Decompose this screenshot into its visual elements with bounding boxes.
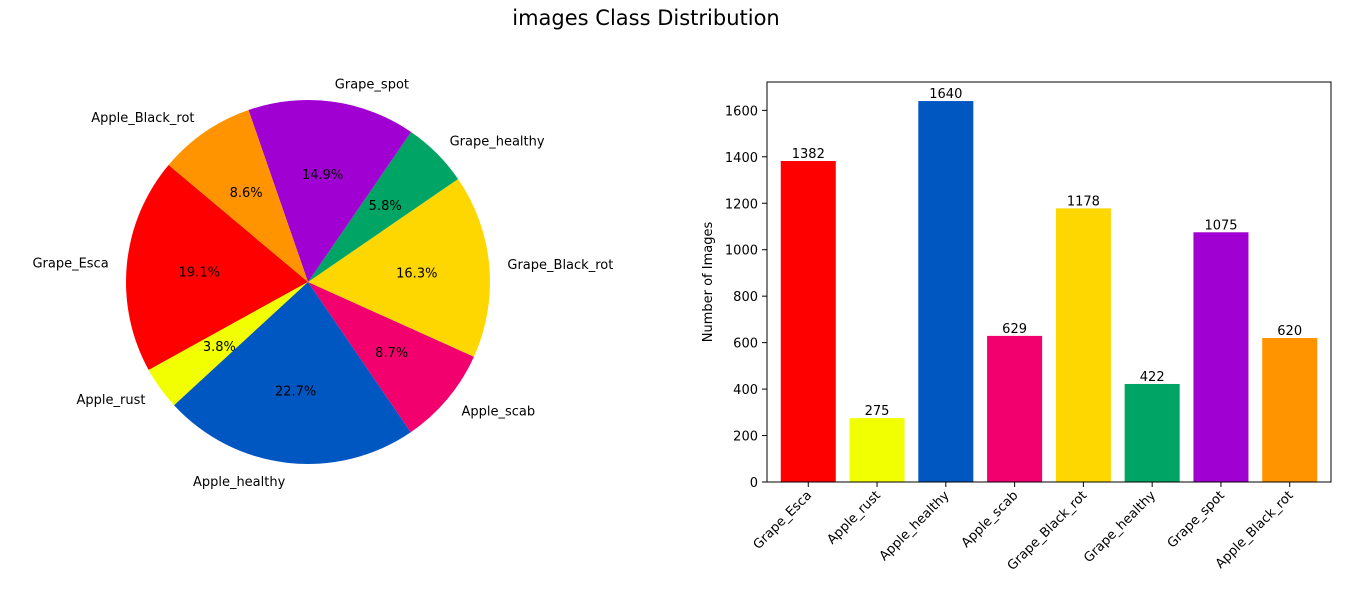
bar-value-label: 275 [865,404,890,419]
pie-slice-label: Grape_spot [335,78,409,93]
bar-grape-esca [780,160,836,483]
pie-slice-apple-healthy [174,282,411,464]
y-tick-label: 1000 [725,244,758,259]
pie-slice-grape-black-rot [308,179,491,357]
pie-slice-grape-spot [248,100,412,282]
bar-apple-healthy [918,101,974,483]
pie-pct-label: 19.1% [179,265,220,280]
bar-value-label: 1075 [1204,218,1237,233]
y-axis-label: Number of Images [701,222,716,343]
bar-apple-scab [987,335,1043,482]
pie-slice-apple-black-rot [168,110,308,282]
y-tick-label: 400 [733,383,758,398]
pie-slice-label: Apple_healthy [193,475,286,490]
pie-slice-grape-esca [125,165,308,370]
pie-pct-label: 22.7% [275,385,316,400]
bar-value-label: 629 [1002,322,1027,337]
pie-slice-label: Apple_rust [77,393,146,408]
y-tick-label: 1400 [725,151,758,166]
bar-value-label: 1178 [1067,194,1100,209]
pie-slice-label: Grape_Black_rot [507,258,613,273]
pie-pct-label: 16.3% [396,266,437,281]
pie-slice-label: Apple_scab [462,405,536,420]
pie-slice-label: Apple_Black_rot [91,111,194,126]
pie-pct-label: 5.8% [369,199,402,214]
bar-apple-rust [849,418,905,482]
x-tick-label: Apple_healthy [877,488,953,564]
bar-grape-healthy [1124,383,1180,482]
y-tick-label: 1600 [725,104,758,119]
pie-pct-label: 8.7% [375,346,408,361]
bar-value-label: 1640 [929,87,962,102]
pie-slice-label: Grape_healthy [450,135,545,150]
bar-value-label: 422 [1140,370,1165,385]
bar-value-label: 620 [1277,324,1302,339]
pie-pct-label: 8.6% [230,186,263,201]
bar-grape-black-rot [1055,208,1111,483]
y-tick-label: 0 [750,476,758,491]
y-tick-label: 800 [733,290,758,305]
figure-title: images Class Distribution [512,6,779,30]
bar-grape-spot [1193,232,1249,482]
bar-value-label: 1382 [792,147,825,162]
y-tick-label: 1200 [725,197,758,212]
x-tick-label: Grape_spot [1165,488,1228,551]
bar-chart: 1382 Grape_Esca 275 Apple_rust 1640 Apple_hea… [701,81,1332,574]
pie-chart: 19.1% Grape_Esca 3.8% Apple_rust 22.7% Apple_… [32,78,613,490]
x-tick-label: Grape_Esca [751,488,816,553]
x-tick-label: Apple_rust [824,488,883,547]
y-tick-label: 600 [733,337,758,352]
pie-pct-label: 14.9% [302,168,343,183]
pie-slice-grape-healthy [308,132,459,282]
y-tick-label: 200 [733,430,758,445]
x-tick-label: Apple_scab [959,488,1022,551]
bar-axes-frame [766,81,1332,483]
bar-apple-black-rot [1262,337,1318,482]
pie-slice-apple-rust [148,282,308,406]
pie-slice-apple-scab [308,282,474,433]
pie-slice-label: Grape_Esca [32,257,108,272]
x-tick-label: Grape_healthy [1081,488,1159,566]
pie-pct-label: 3.8% [203,340,236,355]
